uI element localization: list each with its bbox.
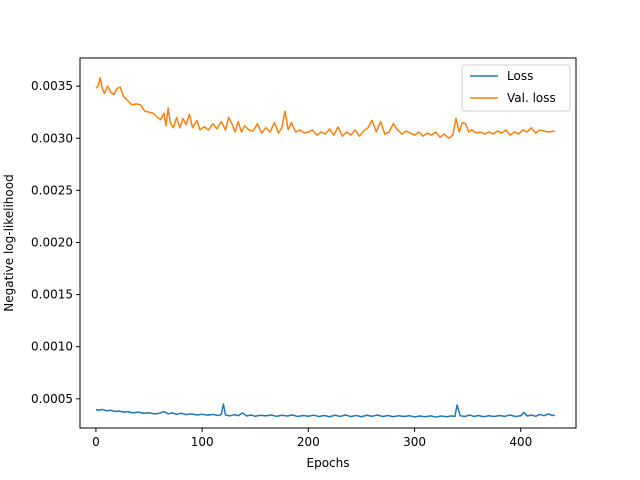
y-axis-label: Negative log-likelihood <box>2 174 16 311</box>
y-tick-label: 0.0030 <box>31 131 73 145</box>
series-line-1 <box>95 77 555 139</box>
x-tick-label: 0 <box>92 435 100 449</box>
legend: Loss Val. loss <box>461 64 571 112</box>
x-tick-label: 100 <box>191 435 214 449</box>
series-line-0 <box>95 403 555 418</box>
x-tick-label: 300 <box>403 435 426 449</box>
y-tick-label: 0.0005 <box>31 392 73 406</box>
series-layer <box>95 77 555 418</box>
y-tick-label: 0.0010 <box>31 340 73 354</box>
y-axis: 0.0005 0.0010 0.0015 0.0020 0.0025 0.0030 0.00… <box>31 79 80 406</box>
y-tick-label: 0.0035 <box>31 79 73 93</box>
x-tick-label: 200 <box>297 435 320 449</box>
y-tick-label: 0.0020 <box>31 235 73 249</box>
y-tick-label: 0.0025 <box>31 183 73 197</box>
x-axis-label: Epochs <box>307 456 350 470</box>
legend-entry: Loss <box>507 69 533 83</box>
x-tick-label: 400 <box>509 435 532 449</box>
x-axis: 0 100 200 300 400 <box>92 428 532 449</box>
y-tick-label: 0.0015 <box>31 288 73 302</box>
axes-frame <box>79 57 577 429</box>
legend-entry: Val. loss <box>507 91 556 105</box>
